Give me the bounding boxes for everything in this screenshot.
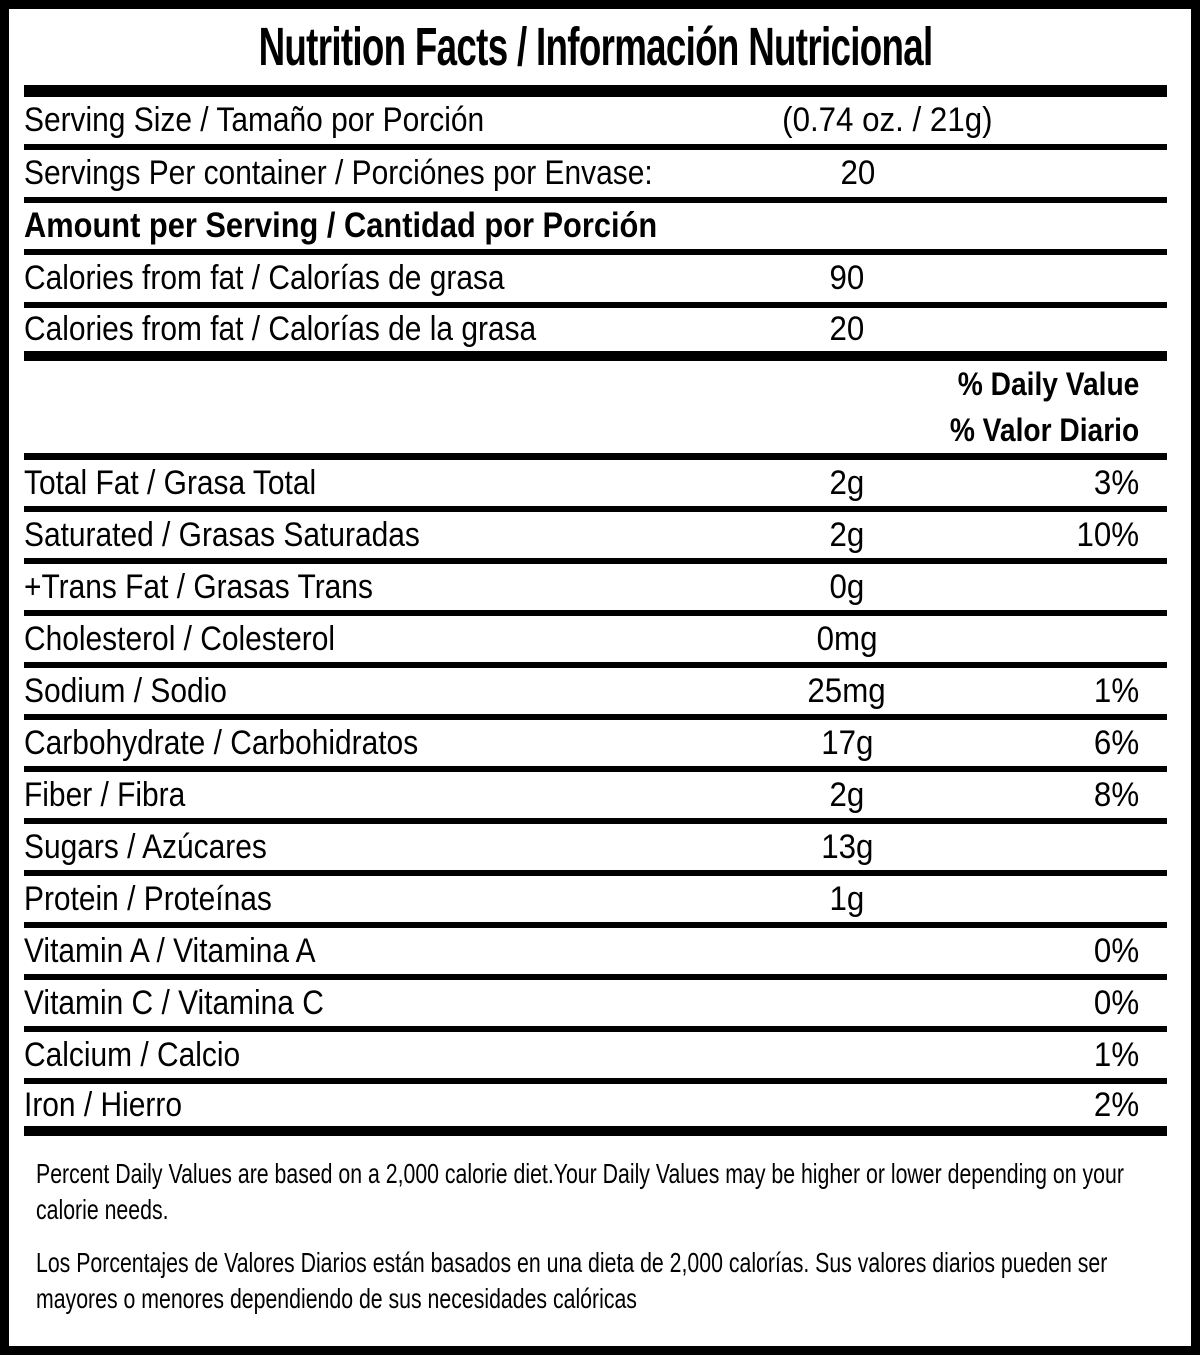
- carbohydrate-label: Carbohydrate / Carbohidratos: [24, 723, 419, 762]
- row-vitamin-c: Vitamin C / Vitamina C 0%: [24, 980, 1167, 1032]
- row-saturated-fat: Saturated / Grasas Saturadas 2g 10%: [24, 512, 1167, 564]
- iron-label: Iron / Hierro: [24, 1085, 182, 1124]
- footnotes-section: Percent Daily Values are based on a 2,00…: [24, 1156, 1167, 1318]
- calories-2-value: 20: [829, 310, 865, 348]
- row-servings-per-container: Servings Per container / Porciónes por E…: [24, 150, 1167, 203]
- calcium-label: Calcium / Calcio: [24, 1035, 241, 1074]
- total-fat-dv: 3%: [1093, 463, 1139, 502]
- cholesterol-value: 0mg: [816, 619, 878, 658]
- row-fiber: Fiber / Fibra 2g 8%: [24, 772, 1167, 824]
- servings-per-container-label: Servings Per container / Porciónes por E…: [24, 154, 653, 192]
- row-trans-fat: +Trans Fat / Grasas Trans 0g: [24, 564, 1167, 616]
- title-divider-bar: [24, 85, 1167, 97]
- vitamin-a-dv: 0%: [1093, 931, 1139, 970]
- footnote-english: Percent Daily Values are based on a 2,00…: [36, 1158, 1124, 1226]
- trans-fat-value: 0g: [829, 567, 865, 606]
- vitamin-c-dv: 0%: [1093, 983, 1139, 1022]
- row-protein: Protein / Proteínas 1g: [24, 876, 1167, 928]
- vitamin-c-label: Vitamin C / Vitamina C: [24, 983, 324, 1022]
- trans-fat-label: +Trans Fat / Grasas Trans: [24, 567, 373, 606]
- daily-value-header-en: % Daily Value: [957, 365, 1139, 402]
- row-serving-size: Serving Size / Tamaño por Porción (0.74 …: [24, 97, 1167, 150]
- row-sugars: Sugars / Azúcares 13g: [24, 824, 1167, 876]
- vitamin-a-label: Vitamin A / Vitamina A: [24, 931, 316, 970]
- sugars-value: 13g: [820, 827, 874, 866]
- carbohydrate-dv: 6%: [1093, 723, 1139, 762]
- row-cholesterol: Cholesterol / Colesterol 0mg: [24, 616, 1167, 668]
- amount-per-serving-label: Amount per Serving / Cantidad por Porció…: [24, 206, 658, 245]
- calcium-dv: 1%: [1093, 1035, 1139, 1074]
- row-daily-value-header-en: % Daily Value: [24, 361, 1167, 407]
- row-total-fat: Total Fat / Grasa Total 2g 3%: [24, 460, 1167, 512]
- sugars-label: Sugars / Azúcares: [24, 827, 267, 866]
- carbohydrate-value: 17g: [820, 723, 874, 762]
- row-sodium: Sodium / Sodio 25mg 1%: [24, 668, 1167, 720]
- iron-dv: 2%: [1093, 1085, 1139, 1124]
- total-fat-label: Total Fat / Grasa Total: [24, 463, 317, 502]
- fiber-dv: 8%: [1093, 775, 1139, 814]
- row-calcium: Calcium / Calcio 1%: [24, 1032, 1167, 1084]
- fiber-label: Fiber / Fibra: [24, 775, 186, 814]
- row-amount-per-serving: Amount per Serving / Cantidad por Porció…: [24, 203, 1167, 255]
- row-daily-value-header-es: % Valor Diario: [24, 407, 1167, 460]
- fiber-value: 2g: [829, 775, 865, 814]
- calories-1-value: 90: [829, 259, 865, 297]
- saturated-fat-label: Saturated / Grasas Saturadas: [24, 515, 420, 554]
- total-fat-value: 2g: [829, 463, 865, 502]
- daily-value-header-es: % Valor Diario: [949, 411, 1139, 448]
- page-title: Nutrition Facts / Información Nutriciona…: [258, 17, 934, 77]
- row-vitamin-a: Vitamin A / Vitamina A 0%: [24, 928, 1167, 980]
- sodium-value: 25mg: [807, 671, 887, 710]
- title-row: Nutrition Facts / Información Nutriciona…: [24, 9, 1167, 85]
- row-calories-1: Calories from fat / Calorías de grasa 90: [24, 255, 1167, 308]
- serving-size-label: Serving Size / Tamaño por Porción: [24, 101, 485, 139]
- protein-value: 1g: [829, 879, 865, 918]
- saturated-fat-value: 2g: [829, 515, 865, 554]
- servings-per-container-value: 20: [840, 154, 876, 192]
- saturated-fat-dv: 10%: [1076, 515, 1139, 554]
- row-calories-2: Calories from fat / Calorías de la grasa…: [24, 308, 1167, 361]
- sodium-label: Sodium / Sodio: [24, 671, 227, 710]
- row-carbohydrate: Carbohydrate / Carbohidratos 17g 6%: [24, 720, 1167, 772]
- label-content: Nutrition Facts / Información Nutriciona…: [9, 9, 1191, 1318]
- calories-2-label: Calories from fat / Calorías de la grasa: [24, 310, 537, 348]
- row-iron: Iron / Hierro 2%: [24, 1084, 1167, 1136]
- serving-size-value: (0.74 oz. / 21g): [781, 101, 993, 139]
- calories-1-label: Calories from fat / Calorías de grasa: [24, 259, 505, 297]
- footnote-spanish: Los Porcentajes de Valores Diarios están…: [36, 1246, 1108, 1315]
- protein-label: Protein / Proteínas: [24, 879, 272, 918]
- cholesterol-label: Cholesterol / Colesterol: [24, 619, 335, 658]
- sodium-dv: 1%: [1093, 671, 1139, 710]
